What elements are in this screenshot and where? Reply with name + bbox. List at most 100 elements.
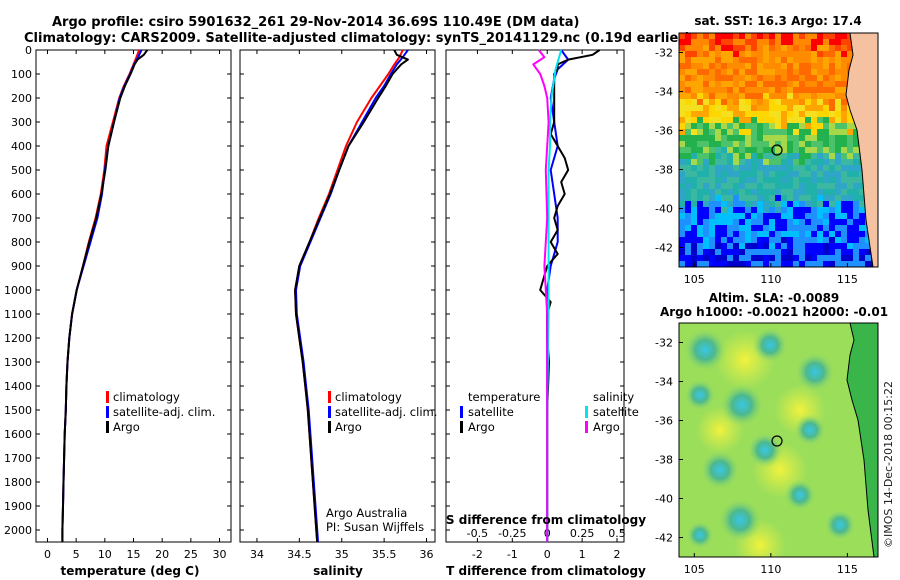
sst-pixel	[703, 141, 709, 147]
sst-pixel	[757, 123, 763, 129]
sst-pixel	[841, 225, 847, 231]
sst-pixel	[733, 87, 739, 93]
sst-pixel	[679, 201, 685, 207]
sst-pixel	[721, 141, 727, 147]
sst-pixel	[781, 159, 787, 165]
sst-pixel	[697, 183, 703, 189]
sst-pixel	[769, 135, 775, 141]
sst-pixel	[679, 123, 685, 129]
sst-pixel	[757, 135, 763, 141]
sst-pixel	[745, 99, 751, 105]
sst-pixel	[829, 225, 835, 231]
sst-pixel	[685, 165, 691, 171]
map-y-tick-label: -34	[655, 376, 673, 389]
sst-pixel	[835, 111, 841, 117]
sst-pixel	[727, 105, 733, 111]
sst-pixel	[745, 123, 751, 129]
sst-pixel	[691, 33, 697, 39]
sst-pixel	[769, 63, 775, 69]
sst-pixel	[763, 207, 769, 213]
sst-pixel	[847, 57, 853, 63]
sst-pixel	[829, 261, 835, 267]
sst-pixel	[793, 87, 799, 93]
sst-pixel	[745, 177, 751, 183]
sst-pixel	[817, 39, 823, 45]
sst-pixel	[733, 249, 739, 255]
sst-pixel	[853, 261, 859, 267]
sst-pixel	[823, 33, 829, 39]
sst-pixel	[847, 207, 853, 213]
sst-pixel	[811, 81, 817, 87]
sst-pixel	[769, 177, 775, 183]
sst-pixel	[739, 213, 745, 219]
sst-pixel	[769, 195, 775, 201]
temperature-panel-frame	[35, 49, 232, 543]
sst-pixel	[757, 111, 763, 117]
x-tick-label: 34	[250, 548, 264, 561]
sst-pixel	[715, 255, 721, 261]
sst-pixel	[679, 69, 685, 75]
sst-pixel	[739, 123, 745, 129]
sst-pixel	[739, 117, 745, 123]
sst-pixel	[787, 201, 793, 207]
sst-pixel	[721, 57, 727, 63]
sst-pixel	[745, 255, 751, 261]
difference-legend: temperature satellite Argo salinity sate…	[460, 390, 639, 434]
sst-pixel	[781, 201, 787, 207]
sst-pixel	[799, 63, 805, 69]
sst-pixel	[679, 129, 685, 135]
sst-pixel	[721, 111, 727, 117]
s-diff-tick-label: 0.5	[608, 527, 626, 540]
sst-pixel	[817, 213, 823, 219]
sst-pixel	[787, 63, 793, 69]
sst-pixel	[859, 261, 865, 267]
sst-pixel	[799, 231, 805, 237]
sst-pixel	[709, 75, 715, 81]
sst-pixel	[721, 105, 727, 111]
sst-pixel	[751, 75, 757, 81]
sst-pixel	[721, 147, 727, 153]
sst-pixel	[841, 57, 847, 63]
sst-pixel	[751, 93, 757, 99]
sst-pixel	[847, 231, 853, 237]
sst-pixel	[769, 201, 775, 207]
sst-pixel	[721, 243, 727, 249]
sst-pixel	[805, 195, 811, 201]
sst-pixel	[739, 237, 745, 243]
sst-pixel	[829, 105, 835, 111]
x-tick-label: 0	[44, 548, 51, 561]
sst-pixel	[727, 261, 733, 267]
sst-pixel	[715, 171, 721, 177]
sst-pixel	[715, 165, 721, 171]
sst-pixel	[805, 39, 811, 45]
sst-pixel	[835, 93, 841, 99]
sst-pixel	[697, 87, 703, 93]
legend-swatch-argo	[328, 421, 331, 433]
sst-pixel	[691, 75, 697, 81]
sst-pixel	[805, 123, 811, 129]
sst-pixel	[829, 51, 835, 57]
sst-pixel	[805, 117, 811, 123]
sst-pixel	[685, 117, 691, 123]
sst-pixel	[847, 39, 853, 45]
sst-pixel	[709, 99, 715, 105]
sst-pixel	[727, 219, 733, 225]
sst-pixel	[685, 93, 691, 99]
sst-pixel	[823, 63, 829, 69]
sst-pixel	[829, 177, 835, 183]
x-tick-label: 5	[73, 548, 80, 561]
sst-pixel	[679, 99, 685, 105]
sst-pixel	[745, 147, 751, 153]
sst-pixel	[727, 201, 733, 207]
sst-pixel	[823, 57, 829, 63]
sst-pixel	[763, 261, 769, 267]
depth-tick-label: 800	[11, 236, 32, 249]
sst-pixel	[691, 231, 697, 237]
sst-pixel	[763, 231, 769, 237]
sst-pixel	[739, 177, 745, 183]
sst-pixel	[775, 111, 781, 117]
sst-pixel	[829, 165, 835, 171]
sst-pixel	[757, 201, 763, 207]
temperature-series	[61, 49, 149, 542]
